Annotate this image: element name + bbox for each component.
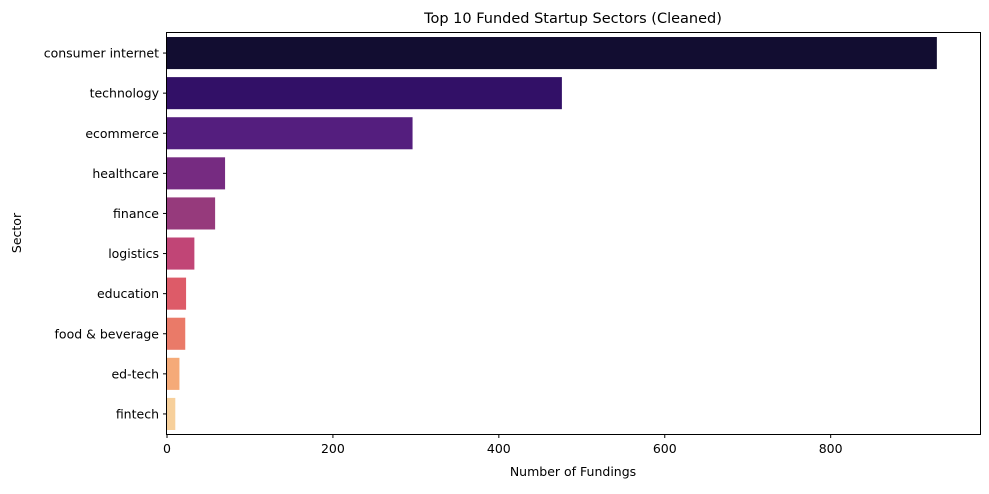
bar-fintech bbox=[167, 397, 176, 430]
bar-healthcare bbox=[167, 157, 226, 190]
bar-finance bbox=[167, 197, 216, 230]
y-tick-label: ecommerce bbox=[85, 126, 159, 141]
x-axis-ticks: 0 200 400 600 800 bbox=[163, 434, 843, 456]
x-tick-label: 600 bbox=[653, 441, 677, 456]
x-tick-label: 400 bbox=[487, 441, 511, 456]
bar-consumer-internet bbox=[167, 37, 937, 70]
bar-education bbox=[167, 277, 187, 310]
plot-frame bbox=[166, 32, 981, 435]
x-tick-label: 800 bbox=[819, 441, 843, 456]
x-tick-label: 200 bbox=[321, 441, 345, 456]
y-tick-label: ed-tech bbox=[111, 366, 159, 381]
y-tick-label: education bbox=[97, 286, 159, 301]
y-axis-label: Sector bbox=[9, 212, 24, 253]
bars-layer bbox=[167, 37, 937, 430]
bar-technology bbox=[167, 77, 562, 110]
x-tick-label: 0 bbox=[163, 441, 171, 456]
bar-logistics bbox=[167, 237, 195, 270]
y-tick-label: healthcare bbox=[92, 166, 159, 181]
y-axis-ticks: consumer internet technology ecommerce heal… bbox=[44, 46, 167, 421]
y-tick-label: food & beverage bbox=[55, 326, 160, 341]
bar-ed-tech bbox=[167, 357, 180, 390]
y-tick-label: fintech bbox=[116, 406, 159, 421]
bar-food-beverage bbox=[167, 317, 186, 350]
x-axis-label: Number of Fundings bbox=[510, 464, 636, 479]
y-tick-label: logistics bbox=[108, 246, 159, 261]
y-tick-label: technology bbox=[90, 86, 160, 101]
chart-title: Top 10 Funded Startup Sectors (Cleaned) bbox=[423, 11, 722, 27]
y-tick-label: finance bbox=[113, 206, 159, 221]
bar-ecommerce bbox=[167, 117, 413, 150]
y-tick-label: consumer internet bbox=[44, 46, 159, 61]
